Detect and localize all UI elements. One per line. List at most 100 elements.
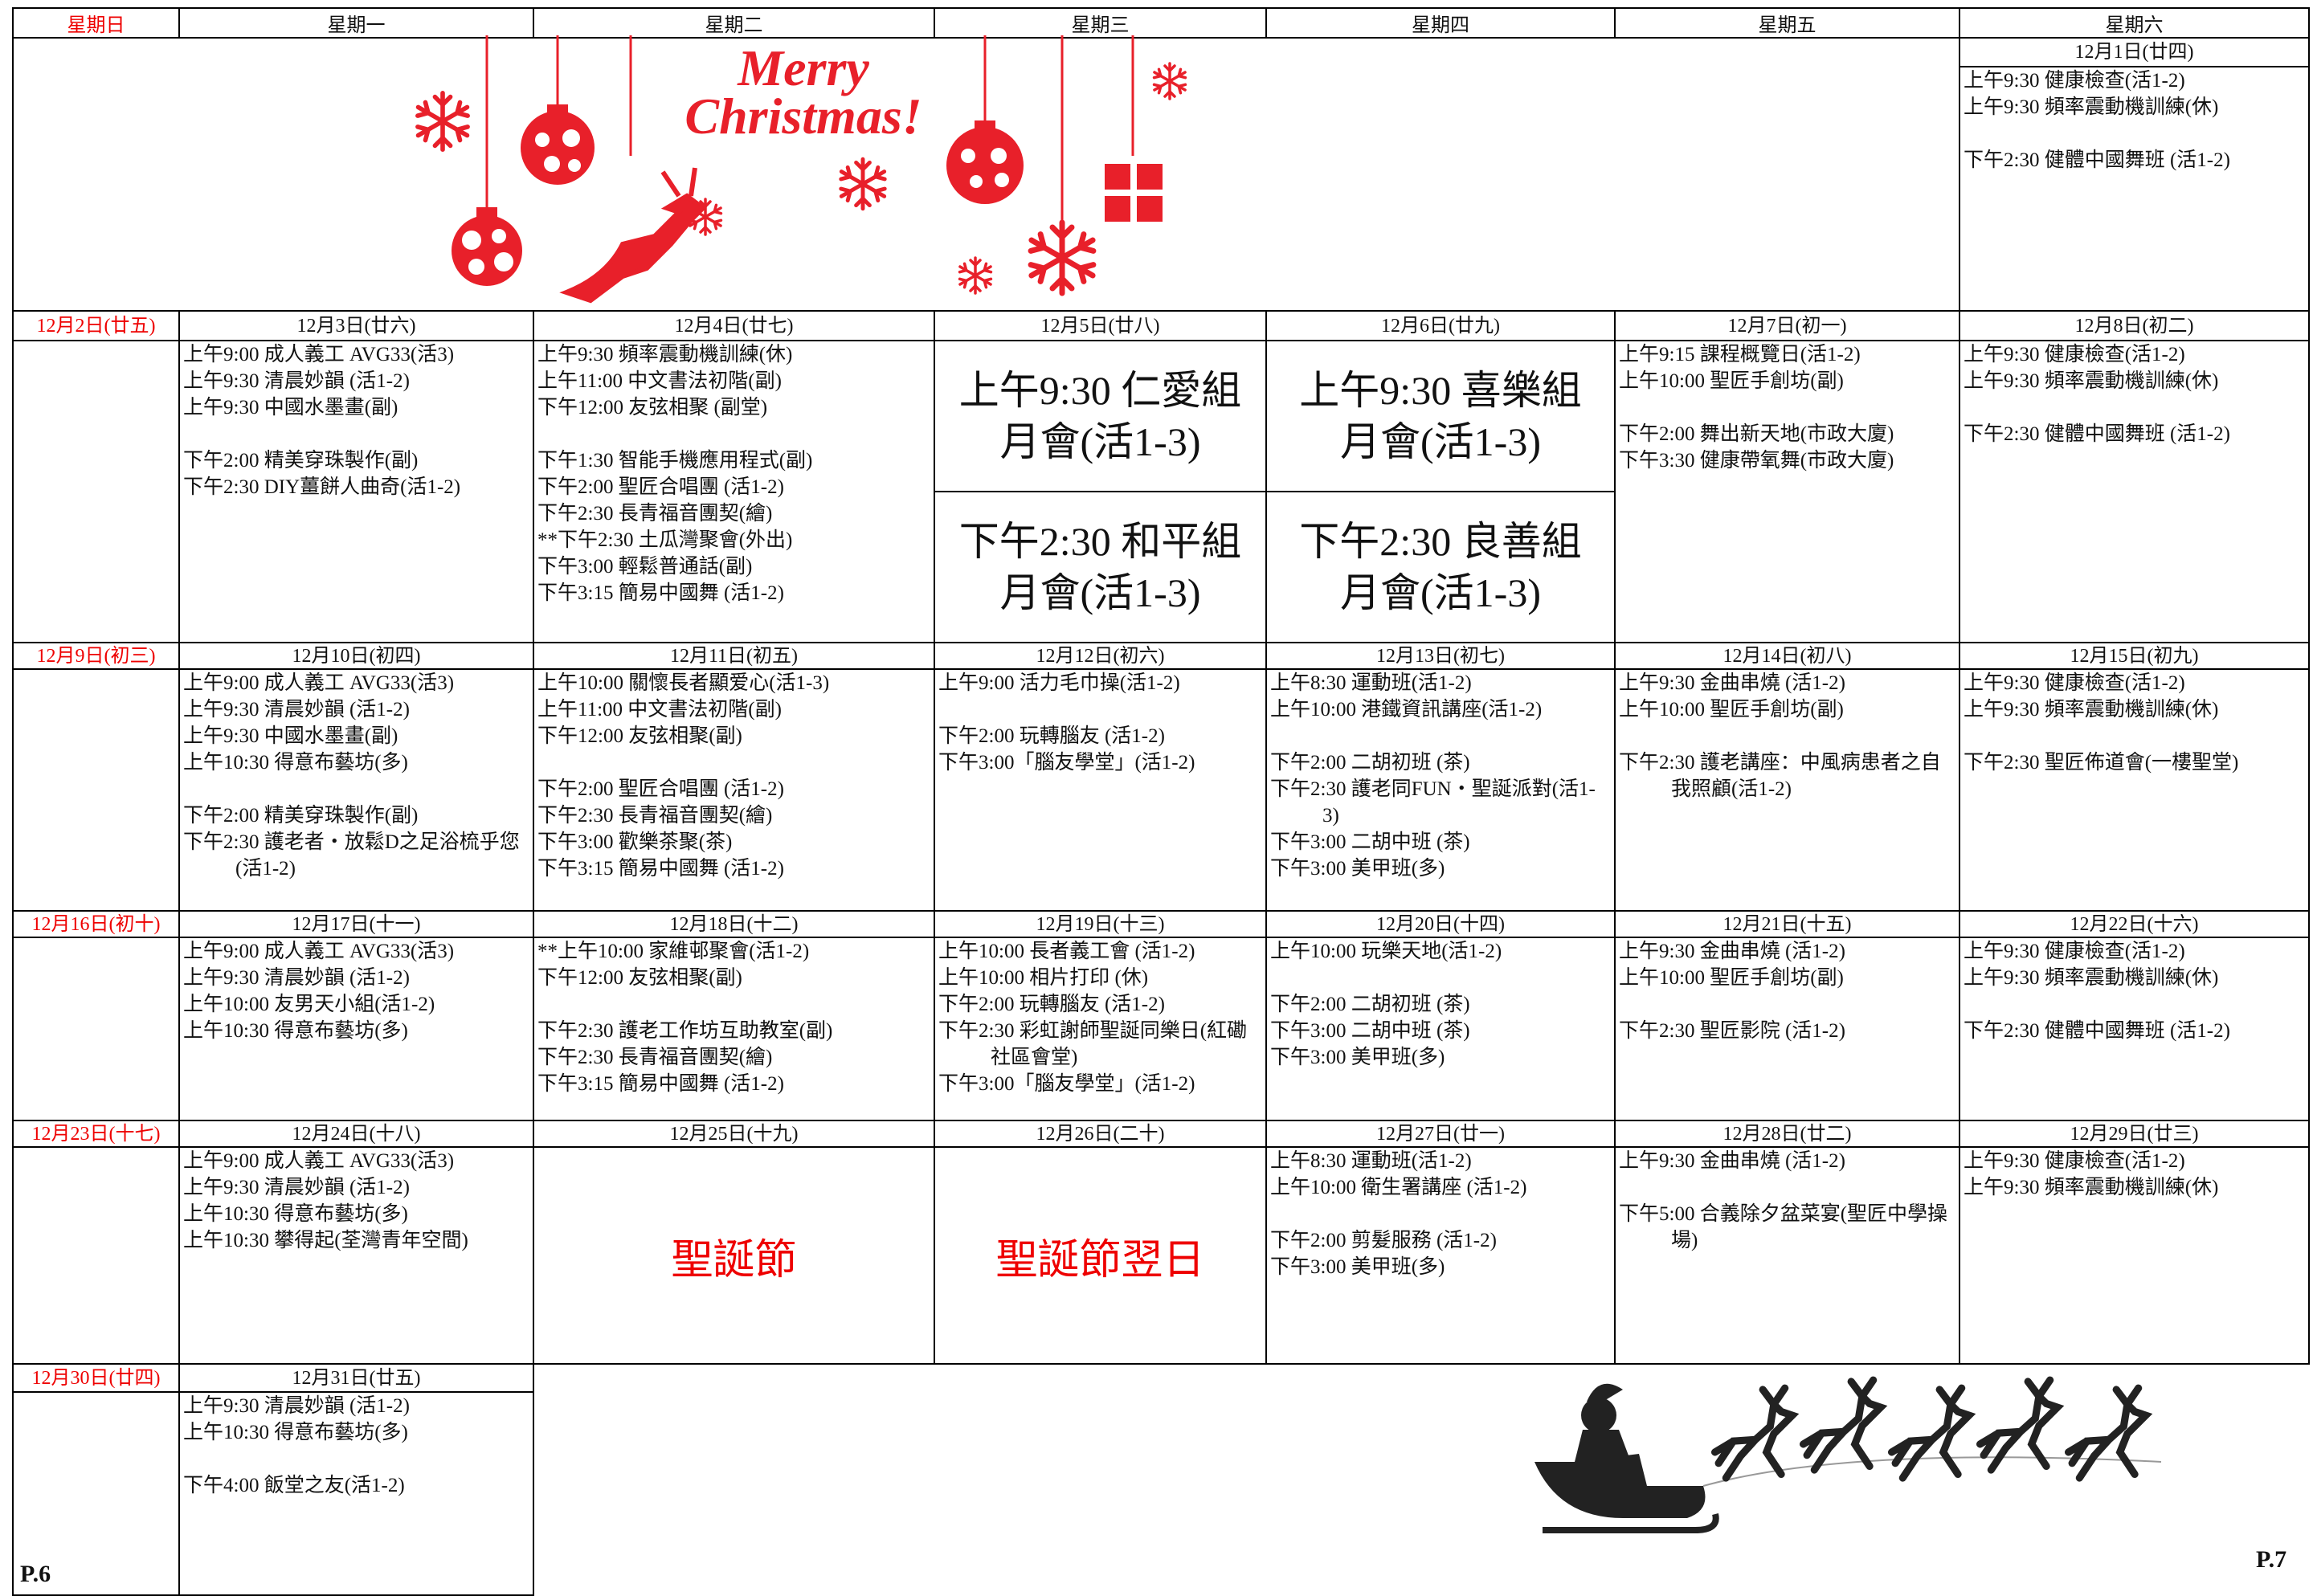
meeting-line: 月會(活1-3) xyxy=(1340,570,1541,615)
event-group: 上午9:15 課程概覽日(活1-2) 上午10:00 聖匠手創坊(副) xyxy=(1619,342,1955,394)
day-date: 12月26日(二十) xyxy=(934,1120,1267,1148)
event: 上午9:30 頻率震動機訓練(休) xyxy=(1964,370,2219,392)
event: 上午9:30 中國水墨畫(副) xyxy=(183,725,398,747)
event: 上午9:00 成人義工 AVG33(活3) xyxy=(183,1150,455,1172)
meeting-line: 上午9:30 仁愛組 xyxy=(958,368,1242,413)
day-date: 12月22日(十六) xyxy=(1959,910,2310,938)
event: 上午9:30 中國水墨畫(副) xyxy=(183,397,398,418)
event-group: 上午9:00 活力毛巾操(活1-2) xyxy=(938,671,1262,696)
event-group: 下午2:00 剪髮服務 (活1-2) 下午3:00 美甲班(多) xyxy=(1270,1227,1611,1280)
event: 上午9:30 健康檢查(活1-2) xyxy=(1964,70,2185,92)
event-group: 上午10:00 關懷長者顯爱心(活1-3) 上午11:00 中文書法初階(副) 下午… xyxy=(537,671,930,749)
event: 上午11:00 中文書法初階(副) xyxy=(537,370,782,392)
day-cell: 上午9:00 成人義工 AVG33(活3) 上午9:30 清晨妙韻 (活1-2) 上… xyxy=(178,937,534,1121)
event: 上午9:30 清晨妙韻 (活1-2) xyxy=(183,967,410,989)
event: 下午1:30 智能手機應用程式(副) xyxy=(537,450,813,471)
event: 下午3:00 輕鬆普通話(副) xyxy=(537,556,753,578)
day-cell: 上午9:30 清晨妙韻 (活1-2) 上午10:30 得意布藝坊(多) 下午4:00… xyxy=(178,1391,534,1596)
day-cell: 12月1日(廿四) 上午9:30 健康檢查(活1-2) 上午9:30 頻率震動機訓練… xyxy=(1959,37,2310,312)
meeting: 上午9:30 喜樂組 月會(活1-3) xyxy=(1268,342,1613,491)
event: 上午9:30 頻率震動機訓練(休) xyxy=(1964,699,2219,720)
event-group: 下午2:30 護老工作坊互助教室(副) 下午2:30 長青福音團契(繪) 下午3:1… xyxy=(537,1018,930,1097)
day-date: 12月27日(廿一) xyxy=(1265,1120,1616,1148)
day-cell: 上午9:00 活力毛巾操(活1-2) 下午2:00 玩轉腦友 (活1-2) 下午3:… xyxy=(934,668,1267,912)
event-group: 下午4:00 飯堂之友(活1-2) xyxy=(183,1472,529,1499)
event: 上午10:00 關懷長者顯爱心(活1-3) xyxy=(537,672,830,694)
event: 上午10:00 衛生署講座 (活1-2) xyxy=(1270,1177,1527,1198)
event: 下午3:15 簡易中國舞 (活1-2) xyxy=(537,858,784,880)
event-group: 上午8:30 運動班(活1-2) 上午10:00 衛生署講座 (活1-2) xyxy=(1270,1149,1611,1201)
event: 下午2:00 剪髮服務 (活1-2) xyxy=(1270,1230,1497,1251)
event: 上午9:00 成人義工 AVG33(活3) xyxy=(183,941,455,962)
event: 下午12:00 友弦相聚 (副堂) xyxy=(537,397,768,418)
meeting-line: 月會(活1-3) xyxy=(999,570,1201,615)
date-row: 12月16日(初十) 12月17日(十一) 12月18日(十二) 12月19日(十三)… xyxy=(12,910,2310,938)
meeting-line: 月會(活1-3) xyxy=(1340,419,1541,464)
weekday: 星期一 xyxy=(178,7,534,39)
day-cell xyxy=(12,1146,180,1365)
meeting-line: 上午9:30 喜樂組 xyxy=(1299,368,1582,413)
day-date: 12月29日(廿三) xyxy=(1959,1120,2310,1148)
event: 上午10:00 相片打印 (休) xyxy=(938,967,1149,989)
event: 下午2:00 二胡初班 (茶) xyxy=(1270,752,1470,774)
day-date: 12月25日(十九) xyxy=(533,1120,935,1148)
event-group: 上午8:30 運動班(活1-2) 上午10:00 港鐵資訊講座(活1-2) xyxy=(1270,671,1611,723)
day-date: 12月13日(初七) xyxy=(1265,642,1616,670)
event: 上午9:30 頻率震動機訓練(休) xyxy=(1964,967,2219,989)
day-date: 12月7日(初一) xyxy=(1614,310,1960,341)
santa-sleigh xyxy=(1535,1365,2162,1533)
event-group: 上午9:30 頻率震動機訓練(休) 上午11:00 中文書法初階(副) 下午12:0… xyxy=(537,342,930,421)
day-cell: 上午9:30 金曲串燒 (活1-2) 上午10:00 聖匠手創坊(副) 下午2:30… xyxy=(1614,668,1960,912)
event: 下午5:00 合義除夕盆菜宴(聖匠中學操場) xyxy=(1619,1203,1948,1251)
meeting: 下午2:30 和平組 月會(活1-3) xyxy=(936,491,1265,641)
event: 下午2:30 護老者・放鬆D之足浴梳乎您(活1-2) xyxy=(183,831,520,880)
event: 下午3:00 歡樂茶聚(茶) xyxy=(537,831,733,853)
date-row: 12月30日(廿四) 12月31日(廿五) xyxy=(12,1363,2309,1595)
event: 下午2:00 玩轉腦友 (活1-2) xyxy=(938,725,1165,747)
event: 上午9:30 金曲串燒 (活1-2) xyxy=(1619,672,1845,694)
event-group: 下午2:00 精美穿珠製作(副) 下午2:30 護老者・放鬆D之足浴梳乎您(活1-… xyxy=(183,802,529,882)
event: 下午12:00 友弦相聚(副) xyxy=(537,725,742,747)
event: 上午10:30 得意布藝坊(多) xyxy=(183,752,408,774)
event: 下午2:30 健體中國舞班 (活1-2) xyxy=(1964,149,2230,171)
day-cell: 聖誕節翌日 xyxy=(934,1146,1267,1365)
day-cell: 上午9:30 健康檢查(活1-2) 上午9:30 頻率震動機訓練(休) 下午2:30… xyxy=(1959,340,2310,643)
day-date: 12月9日(初三) xyxy=(12,642,180,670)
meeting-line: 下午2:30 和平組 xyxy=(958,519,1242,564)
holiday: 聖誕節翌日 xyxy=(995,1235,1205,1284)
weekday: 星期日 xyxy=(12,7,180,39)
day-cell: 上午9:15 課程概覽日(活1-2) 上午10:00 聖匠手創坊(副) 下午2:00… xyxy=(1614,340,1960,643)
event: 下午2:00 精美穿珠製作(副) xyxy=(183,450,419,471)
event: 上午10:30 得意布藝坊(多) xyxy=(183,1020,408,1042)
day-cell: 上午9:00 成人義工 AVG33(活3) 上午9:30 清晨妙韻 (活1-2) 上… xyxy=(178,340,534,643)
event: 下午2:00 聖匠合唱團 (活1-2) xyxy=(537,778,784,800)
event: 上午9:15 課程概覽日(活1-2) xyxy=(1619,344,1861,365)
weekday: 星期三 xyxy=(934,7,1267,39)
greeting-line: Merry xyxy=(737,39,869,96)
event: 上午10:00 聖匠手創坊(副) xyxy=(1619,967,1844,989)
day-cell: 上午9:00 成人義工 AVG33(活3) 上午9:30 清晨妙韻 (活1-2) 上… xyxy=(178,668,534,912)
day-date: 12月16日(初十) xyxy=(12,910,180,938)
event: 上午9:30 清晨妙韻 (活1-2) xyxy=(183,1395,410,1417)
event-group: 上午9:00 成人義工 AVG33(活3) 上午9:30 清晨妙韻 (活1-2) 上… xyxy=(183,671,529,776)
day-date: 12月28日(廿二) xyxy=(1614,1120,1960,1148)
event: 上午8:30 運動班(活1-2) xyxy=(1270,672,1472,694)
event: 下午3:00 二胡中班 (茶) xyxy=(1270,831,1470,853)
event: 下午2:30 健體中國舞班 (活1-2) xyxy=(1964,423,2230,445)
event: 上午9:30 健康檢查(活1-2) xyxy=(1964,672,2185,694)
event: 下午2:00 玩轉腦友 (活1-2) xyxy=(938,994,1165,1015)
event: 上午10:00 聖匠手創坊(副) xyxy=(1619,699,1844,720)
event: 上午9:30 清晨妙韻 (活1-2) xyxy=(183,699,410,720)
event: 下午2:30 聖匠佈道會(一樓聖堂) xyxy=(1964,752,2239,774)
event-group: 下午2:00 舞出新天地(市政大廈) 下午3:30 健康帶氧舞(市政大廈) xyxy=(1619,421,1955,474)
event-group: 下午5:00 合義除夕盆菜宴(聖匠中學操場) xyxy=(1619,1201,1955,1254)
day-date: 12月19日(十三) xyxy=(934,910,1267,938)
day-date: 12月20日(十四) xyxy=(1265,910,1616,938)
event: 上午10:00 港鐵資訊講座(活1-2) xyxy=(1270,699,1543,720)
meeting-line: 月會(活1-3) xyxy=(999,419,1201,464)
event: 上午10:00 玩樂天地(活1-2) xyxy=(1270,941,1502,962)
event: 上午10:30 得意布藝坊(多) xyxy=(183,1422,408,1443)
weekday: 星期五 xyxy=(1614,7,1960,39)
day-date: 12月24日(十八) xyxy=(178,1120,534,1148)
event-group: 上午9:30 健康檢查(活1-2) 上午9:30 頻率震動機訓練(休) xyxy=(1964,1149,2305,1201)
